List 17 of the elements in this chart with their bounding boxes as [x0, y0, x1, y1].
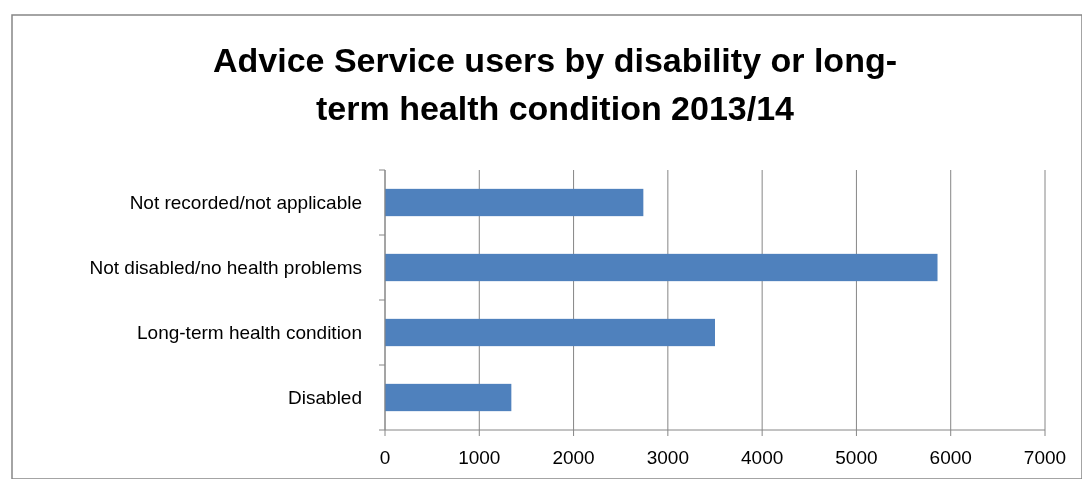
x-tick-label: 6000	[929, 447, 972, 468]
x-tick-label: 1000	[458, 447, 501, 468]
bar	[385, 383, 512, 412]
x-tick-label: 4000	[741, 447, 784, 468]
x-tick-label: 7000	[1023, 447, 1067, 468]
y-tick-label: Not disabled/no health problems	[89, 257, 362, 279]
bar	[385, 253, 938, 282]
bar	[385, 188, 644, 217]
y-tick-label: Disabled	[288, 387, 362, 409]
bar	[385, 318, 715, 347]
y-tick-label: Not recorded/not applicable	[129, 192, 362, 214]
y-tick-label: Long-term health condition	[137, 322, 362, 344]
x-tick-label: 2000	[552, 447, 595, 468]
chart-title: Advice Service users by disability or long-term health condition 2013/14	[212, 41, 898, 127]
x-tick-label: 0	[379, 447, 391, 468]
x-tick-label: 3000	[646, 447, 689, 468]
x-tick-label: 5000	[835, 447, 878, 468]
